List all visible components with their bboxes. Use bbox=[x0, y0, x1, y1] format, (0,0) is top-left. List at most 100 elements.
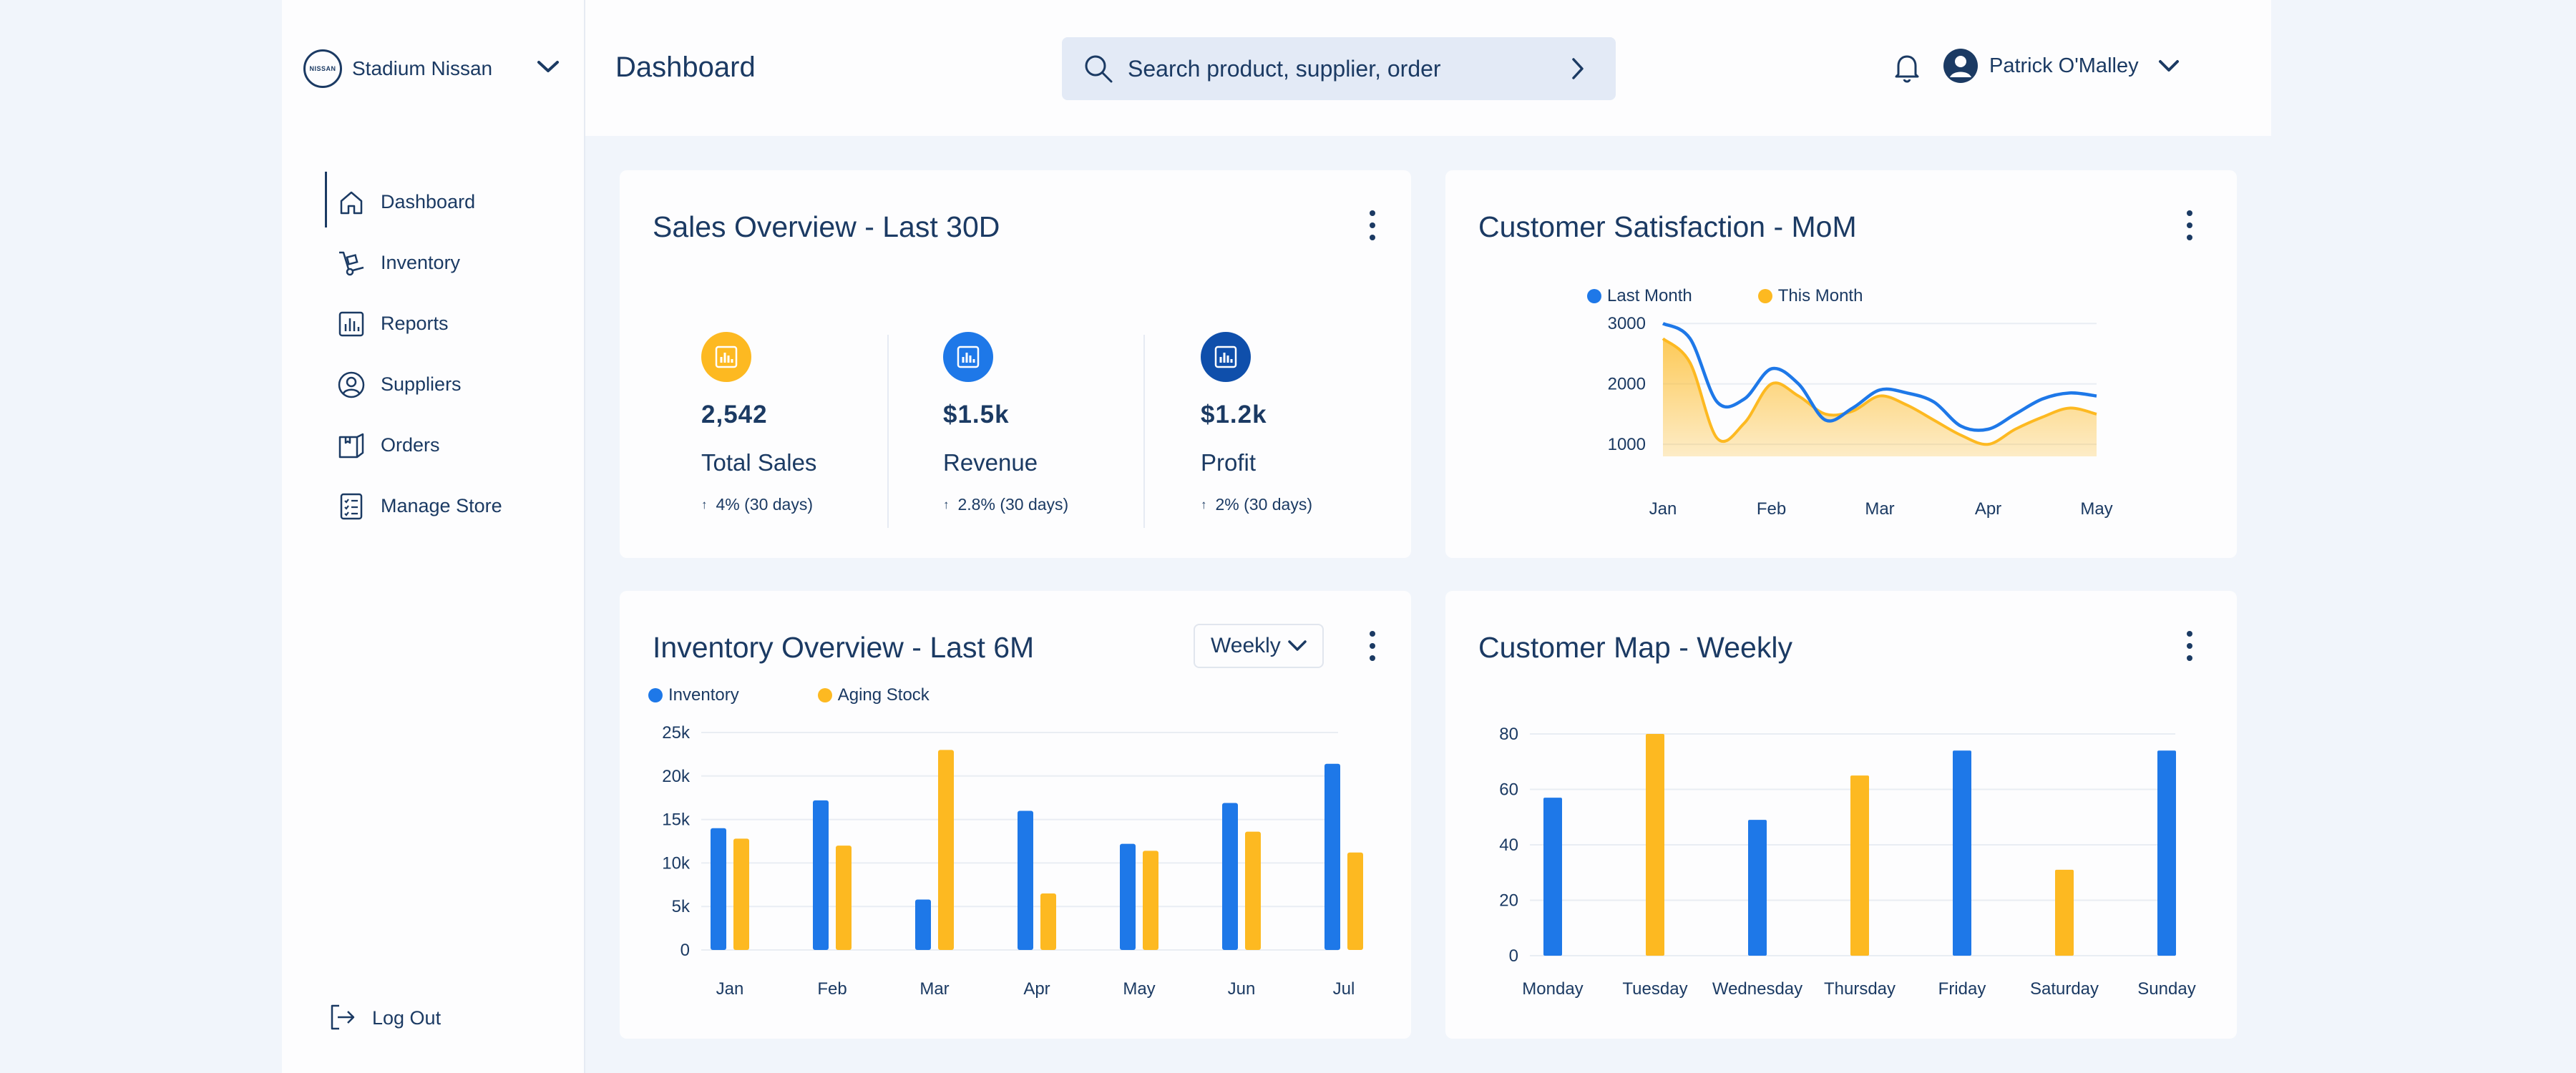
x-tick-label: Apr bbox=[1023, 979, 1050, 999]
y-tick-label: 20 bbox=[1499, 891, 1518, 911]
bar-aging-stock bbox=[836, 846, 852, 950]
sidebar-item-dashboard[interactable]: Dashboard bbox=[325, 172, 502, 232]
stat-revenue: $1.5k Revenue ↑ 2.8% (30 days) bbox=[943, 332, 1068, 514]
sidebar-nav: Dashboard Inventory Reports Suppliers bbox=[325, 172, 502, 536]
sidebar-item-manage-store[interactable]: Manage Store bbox=[325, 476, 502, 536]
bar-inventory bbox=[915, 899, 931, 950]
stat-total-sales: 2,542 Total Sales ↑ 4% (30 days) bbox=[701, 332, 816, 514]
arrow-up-icon: ↑ bbox=[943, 497, 950, 511]
stat-label: Revenue bbox=[943, 449, 1038, 476]
sidebar-item-suppliers[interactable]: Suppliers bbox=[325, 354, 502, 415]
nissan-logo: NISSAN bbox=[303, 49, 342, 88]
top-bar: Dashboard Patrick O'Malley bbox=[585, 0, 2271, 136]
stat-value: $1.5k bbox=[943, 401, 1010, 428]
package-icon bbox=[336, 431, 366, 461]
legend-swatch bbox=[1757, 289, 1772, 303]
x-tick-label: Wednesday bbox=[1712, 979, 1802, 999]
x-tick-label: Thursday bbox=[1824, 979, 1896, 999]
more-options-icon[interactable] bbox=[2181, 628, 2198, 664]
period-select[interactable]: Weekly bbox=[1194, 624, 1324, 668]
y-tick-label: 15k bbox=[662, 810, 691, 830]
x-tick-label: Mar bbox=[919, 979, 949, 999]
legend-item: Last Month bbox=[1587, 286, 1692, 306]
divider bbox=[1143, 335, 1145, 528]
user-name: Patrick O'Malley bbox=[1989, 54, 2139, 77]
chart-legend: Inventory Aging Stock bbox=[648, 685, 995, 705]
y-tick-label: 60 bbox=[1499, 780, 1518, 800]
store-name: Stadium Nissan bbox=[352, 57, 493, 79]
x-tick-label: Jul bbox=[1333, 979, 1355, 999]
bar-aging-stock bbox=[733, 838, 749, 950]
x-tick-label: Jun bbox=[1228, 979, 1256, 999]
bar-inventory bbox=[1222, 803, 1238, 950]
hand-truck-icon bbox=[336, 248, 366, 278]
bar-aging-stock bbox=[1347, 852, 1363, 950]
legend-label: Last Month bbox=[1607, 286, 1692, 305]
bar-inventory bbox=[813, 800, 829, 950]
x-tick-label: Jan bbox=[1649, 499, 1677, 519]
bar-aging-stock bbox=[1245, 831, 1261, 950]
more-options-icon[interactable] bbox=[2181, 207, 2198, 243]
logout-label: Log Out bbox=[372, 1006, 441, 1029]
bell-icon[interactable] bbox=[1892, 52, 1922, 84]
stat-delta-text: 4% (30 days) bbox=[716, 495, 814, 514]
y-tick-label: 5k bbox=[672, 897, 691, 916]
legend-label: This Month bbox=[1777, 286, 1863, 305]
chart-legend: Last Month This Month bbox=[1587, 286, 1928, 306]
legend-label: Inventory bbox=[668, 685, 739, 705]
bar-chart-icon bbox=[336, 309, 366, 339]
satisfaction-line-chart: 1000 2000 3000 Jan Feb Mar Apr May bbox=[1608, 314, 2113, 519]
home-icon bbox=[336, 187, 366, 217]
sidebar-item-label: Dashboard bbox=[381, 191, 476, 212]
sidebar-item-label: Inventory bbox=[381, 252, 461, 273]
search-icon bbox=[1085, 55, 1113, 83]
stat-label: Profit bbox=[1201, 449, 1257, 476]
logout-button[interactable]: Log Out bbox=[328, 1003, 441, 1033]
series-line-last-month bbox=[1662, 322, 2097, 432]
stat-delta: ↑ 2.8% (30 days) bbox=[943, 495, 1068, 514]
search-bar[interactable] bbox=[1062, 37, 1616, 100]
sidebar-item-label: Reports bbox=[381, 313, 449, 334]
sidebar-item-inventory[interactable]: Inventory bbox=[325, 232, 502, 293]
y-tick-label: 1000 bbox=[1608, 435, 1646, 454]
sidebar: NISSAN Stadium Nissan Dashboard Inventor… bbox=[282, 0, 585, 1073]
more-options-icon[interactable] bbox=[1364, 207, 1381, 243]
legend-swatch bbox=[817, 688, 832, 702]
bar-friday bbox=[1953, 750, 1971, 956]
customer-satisfaction-card: Customer Satisfaction - MoM Last Month T… bbox=[1445, 170, 2237, 558]
stat-label: Total Sales bbox=[701, 449, 817, 476]
sidebar-item-reports[interactable]: Reports bbox=[325, 293, 502, 354]
bar-aging-stock bbox=[938, 750, 954, 950]
chevron-right-icon[interactable] bbox=[1567, 56, 1589, 82]
bar-chart-icon bbox=[701, 332, 751, 382]
bar-wednesday bbox=[1748, 820, 1767, 956]
legend-swatch bbox=[648, 688, 663, 702]
search-input[interactable] bbox=[1128, 55, 1528, 82]
y-tick-label: 40 bbox=[1499, 836, 1518, 855]
y-tick-label: 0 bbox=[1509, 946, 1518, 966]
customer-map-card: Customer Map - Weekly 0 20 40 60 80 Monday Tue… bbox=[1445, 591, 2237, 1039]
series-line-this-month bbox=[1662, 337, 2097, 446]
sidebar-item-orders[interactable]: Orders bbox=[325, 415, 502, 476]
x-tick-label: Friday bbox=[1938, 979, 1986, 999]
x-tick-label: Tuesday bbox=[1622, 979, 1687, 999]
bar-inventory bbox=[711, 828, 726, 950]
app-shell: NISSAN Stadium Nissan Dashboard Inventor… bbox=[282, 0, 2271, 1073]
bar-sunday bbox=[2157, 750, 2176, 956]
more-options-icon[interactable] bbox=[1364, 628, 1381, 664]
x-tick-label: Feb bbox=[817, 979, 847, 999]
brand[interactable]: NISSAN Stadium Nissan bbox=[303, 47, 492, 90]
user-menu[interactable]: Patrick O'Malley bbox=[1943, 49, 2180, 83]
sidebar-item-label: Manage Store bbox=[381, 495, 502, 516]
bar-chart-icon bbox=[1201, 332, 1251, 382]
chevron-down-icon[interactable] bbox=[2157, 57, 2180, 74]
x-tick-label: Monday bbox=[1522, 979, 1583, 999]
logo-text: NISSAN bbox=[309, 65, 336, 72]
legend-label: Aging Stock bbox=[837, 685, 930, 705]
logout-icon bbox=[328, 1003, 358, 1033]
x-tick-label: May bbox=[2080, 499, 2112, 519]
chevron-down-icon[interactable] bbox=[536, 57, 560, 76]
bar-inventory bbox=[1120, 843, 1136, 950]
legend-swatch bbox=[1587, 289, 1601, 303]
arrow-up-icon: ↑ bbox=[701, 497, 708, 511]
